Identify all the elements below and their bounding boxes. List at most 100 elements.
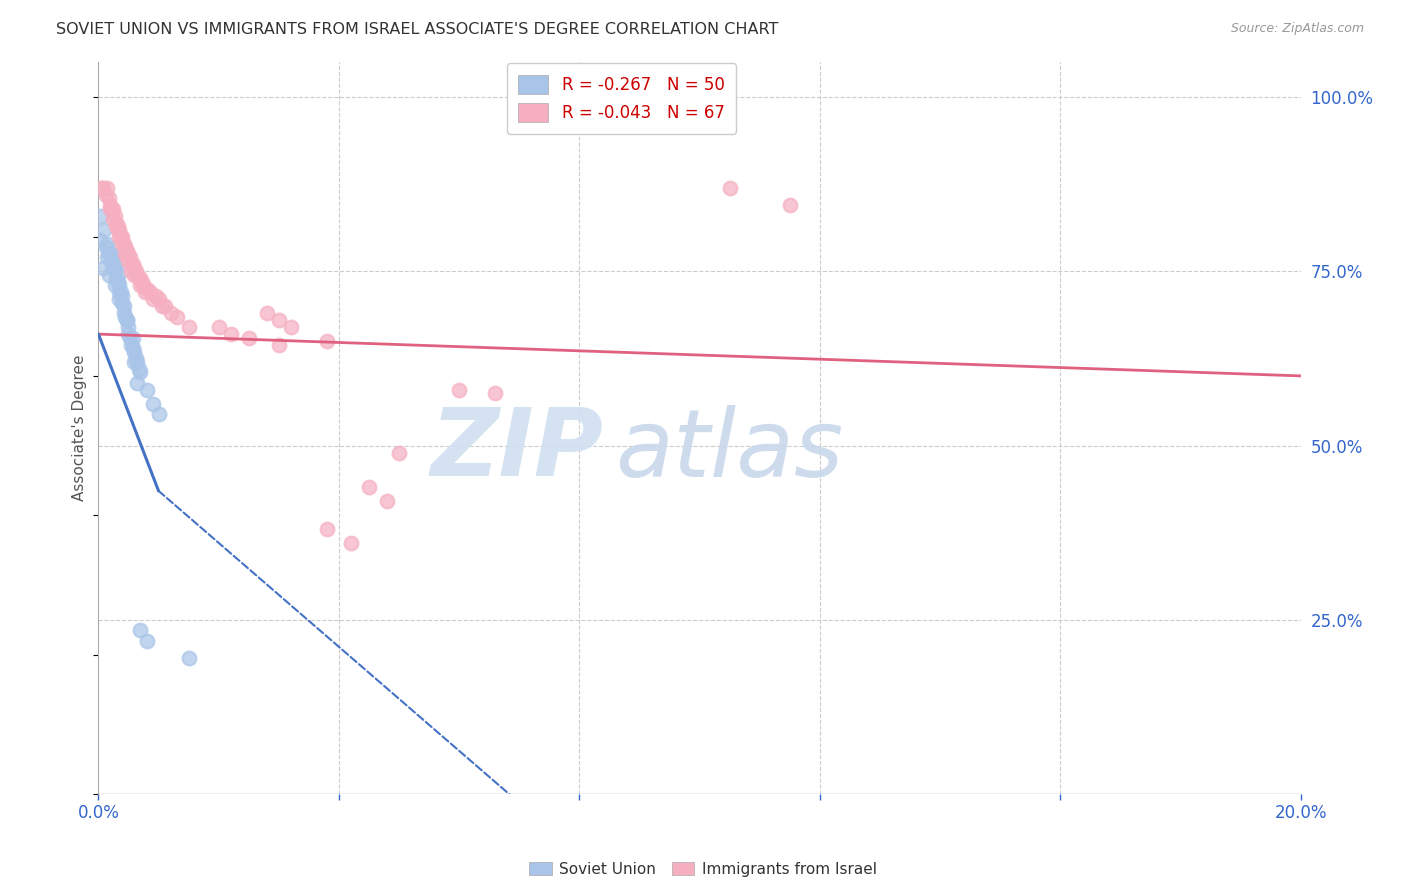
- Point: [108, 293, 131, 307]
- Point: [129, 278, 152, 293]
- Point: [107, 268, 129, 282]
- Point: [100, 257, 122, 271]
- Text: Source: ZipAtlas.com: Source: ZipAtlas.com: [1230, 22, 1364, 36]
- Point: [315, 334, 337, 348]
- Point: [447, 383, 470, 397]
- Point: [357, 480, 380, 494]
- Point: [117, 254, 139, 268]
- Point: [103, 247, 125, 261]
- Point: [141, 397, 163, 411]
- Point: [90, 181, 112, 195]
- Point: [103, 212, 125, 227]
- Point: [267, 313, 290, 327]
- Point: [118, 251, 141, 265]
- Point: [100, 202, 122, 216]
- Point: [110, 229, 132, 244]
- Point: [122, 330, 145, 344]
- Point: [115, 313, 138, 327]
- Point: [100, 202, 122, 216]
- Point: [118, 330, 141, 344]
- Point: [94, 187, 117, 202]
- Point: [111, 236, 134, 251]
- Point: [100, 251, 122, 265]
- Point: [121, 264, 143, 278]
- Point: [135, 282, 157, 296]
- Point: [94, 240, 117, 254]
- Point: [105, 271, 128, 285]
- Legend: R = -0.267   N = 50, R = -0.043   N = 67: R = -0.267 N = 50, R = -0.043 N = 67: [506, 63, 737, 134]
- Point: [105, 260, 128, 275]
- Point: [108, 229, 131, 244]
- Point: [103, 260, 125, 275]
- Point: [125, 264, 148, 278]
- Point: [148, 293, 170, 307]
- Y-axis label: Associate's Degree: Associate's Degree: [72, 355, 87, 501]
- Point: [98, 191, 121, 205]
- Point: [117, 320, 139, 334]
- Point: [124, 268, 146, 282]
- Point: [96, 251, 118, 265]
- Point: [121, 257, 143, 271]
- Point: [96, 236, 118, 251]
- Point: [107, 219, 129, 234]
- Point: [108, 222, 131, 236]
- Point: [150, 299, 173, 313]
- Point: [114, 240, 136, 254]
- Point: [127, 268, 149, 282]
- Point: [779, 198, 801, 212]
- Point: [108, 278, 131, 293]
- Text: ZIP: ZIP: [430, 404, 603, 496]
- Point: [129, 623, 152, 637]
- Text: atlas: atlas: [616, 405, 844, 496]
- Point: [107, 222, 129, 236]
- Point: [103, 202, 125, 216]
- Point: [117, 247, 139, 261]
- Point: [117, 244, 139, 258]
- Point: [129, 366, 152, 380]
- Point: [122, 257, 145, 271]
- Point: [98, 268, 121, 282]
- Point: [124, 355, 146, 369]
- Point: [153, 299, 176, 313]
- Point: [127, 376, 149, 390]
- Point: [177, 651, 200, 665]
- Point: [100, 247, 122, 261]
- Point: [91, 181, 114, 195]
- Point: [340, 536, 363, 550]
- Point: [117, 327, 139, 342]
- Point: [124, 344, 146, 359]
- Point: [121, 341, 143, 355]
- Point: [117, 313, 139, 327]
- Point: [718, 181, 741, 195]
- Point: [104, 209, 127, 223]
- Point: [111, 229, 134, 244]
- Point: [112, 306, 135, 320]
- Point: [256, 306, 278, 320]
- Point: [484, 386, 506, 401]
- Point: [166, 310, 188, 324]
- Point: [135, 383, 157, 397]
- Point: [132, 278, 155, 293]
- Point: [128, 271, 150, 285]
- Point: [388, 445, 411, 459]
- Point: [375, 494, 398, 508]
- Point: [90, 209, 112, 223]
- Point: [112, 236, 135, 251]
- Point: [114, 247, 136, 261]
- Point: [108, 285, 131, 300]
- Point: [111, 289, 134, 303]
- Point: [208, 320, 231, 334]
- Point: [96, 181, 118, 195]
- Point: [105, 219, 128, 234]
- Point: [280, 320, 302, 334]
- Point: [91, 260, 114, 275]
- Point: [93, 222, 115, 236]
- Point: [315, 522, 337, 536]
- Point: [105, 216, 128, 230]
- Point: [114, 310, 136, 324]
- Point: [148, 407, 170, 421]
- Point: [134, 285, 156, 300]
- Point: [267, 337, 290, 351]
- Point: [104, 278, 127, 293]
- Point: [112, 299, 135, 313]
